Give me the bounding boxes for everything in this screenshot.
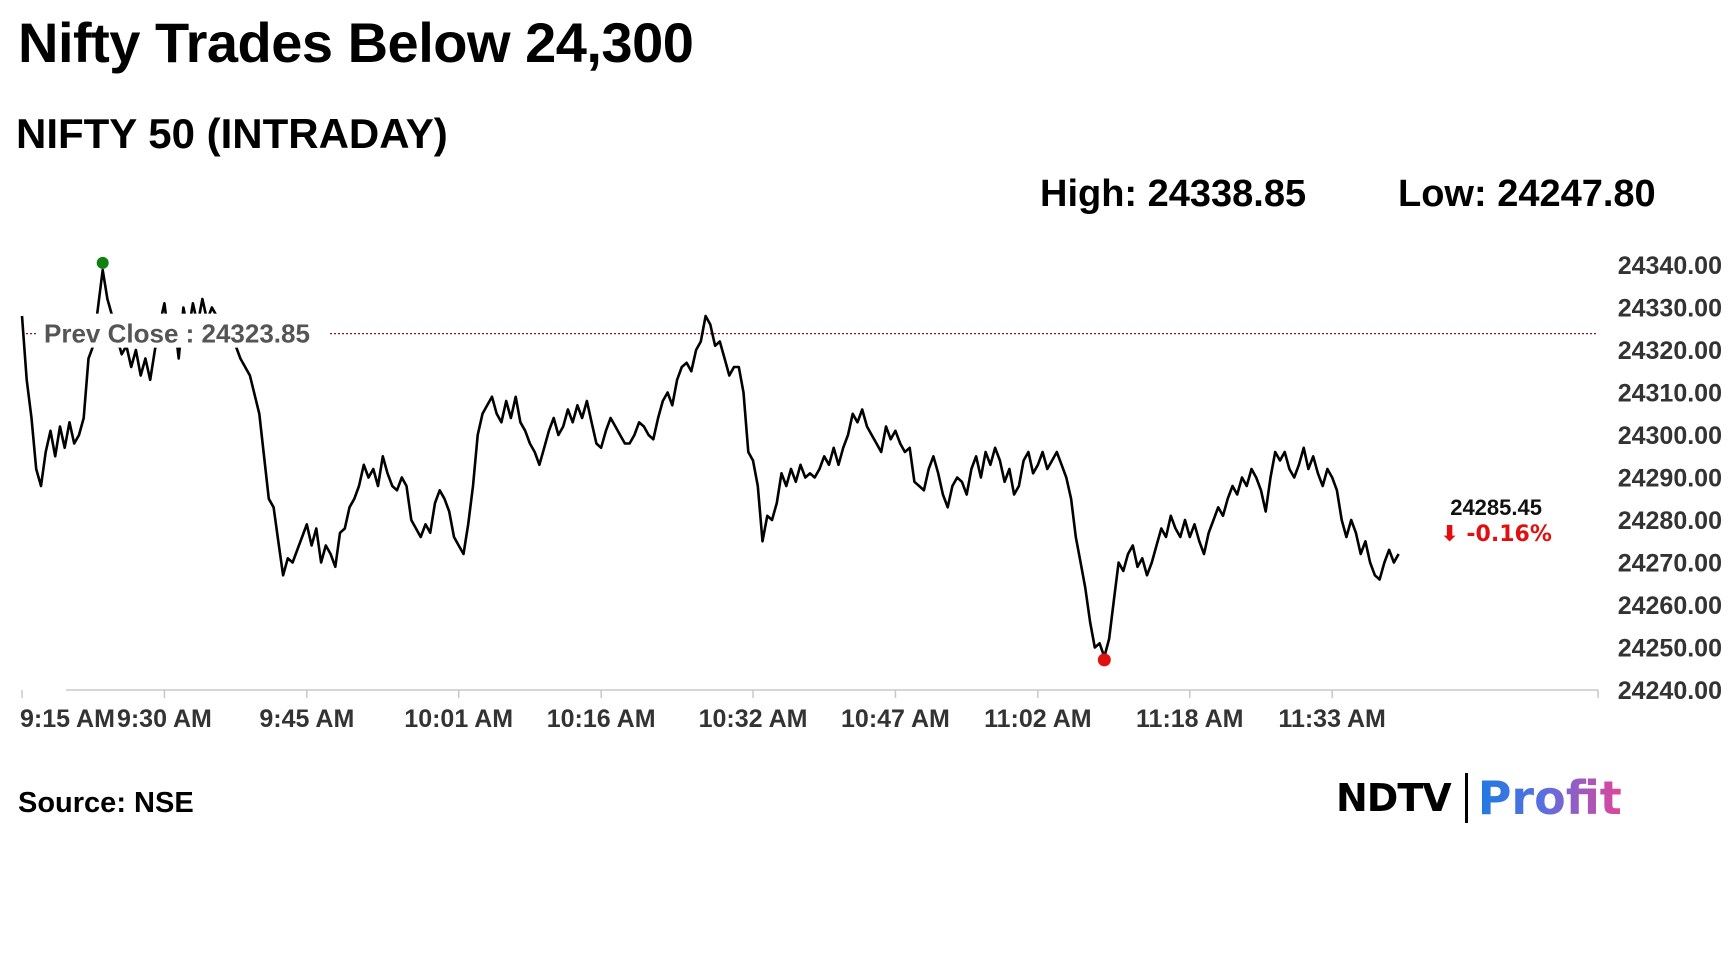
x-tick-label: 11:33 AM [1278,705,1385,733]
x-tick-label: 10:47 AM [841,705,950,733]
y-tick-label: 24270.00 [1618,550,1722,578]
low-marker [1097,653,1111,667]
y-tick-label: 24280.00 [1618,507,1722,535]
x-tick-label: 10:32 AM [699,705,808,733]
high-stat: High: 24338.85 [1040,173,1307,215]
y-tick-label: 24310.00 [1618,380,1722,408]
prev-close-label-bg [38,313,328,348]
y-tick-label: 24290.00 [1618,465,1722,493]
low-stat: Low: 24247.80 [1398,173,1656,215]
y-tick-label: 24250.00 [1618,635,1722,663]
last-change-label: ⬇ -0.16% [1440,522,1552,547]
x-tick-label: 11:18 AM [1136,705,1243,733]
prev-close-label: Prev Close : 24323.85 [44,319,310,349]
x-tick-label: 10:16 AM [547,705,656,733]
price-line [20,268,1400,659]
x-tick-label: 9:45 AM [259,705,354,733]
y-tick-label: 24340.00 [1618,252,1722,280]
y-tick-label: 24330.00 [1618,295,1722,323]
x-tick-label: 10:01 AM [404,705,513,733]
high-marker [96,256,109,269]
source-note: Source: NSE [18,787,194,819]
logo-divider [1464,773,1468,823]
ndtv-profit-logo: NDTV Profit [1336,771,1622,825]
y-tick-label: 24260.00 [1618,592,1722,620]
x-tick-label: 11:02 AM [984,705,1091,733]
last-value-label: 24285.45 [1450,495,1542,520]
logo-profit-text: Profit [1477,771,1622,825]
y-tick-label: 24300.00 [1618,422,1722,450]
chart-subtitle: NIFTY 50 (INTRADAY) [16,110,448,157]
x-tick-label: 9:15 AM [20,705,115,733]
y-tick-label: 24320.00 [1618,337,1722,365]
y-tick-label: 24240.00 [1618,677,1722,705]
logo-ndtv-text: NDTV [1336,776,1452,820]
x-tick-label: 9:30 AM [117,705,212,733]
last-value-bg [1416,488,1579,551]
headline: Nifty Trades Below 24,300 [18,11,694,74]
